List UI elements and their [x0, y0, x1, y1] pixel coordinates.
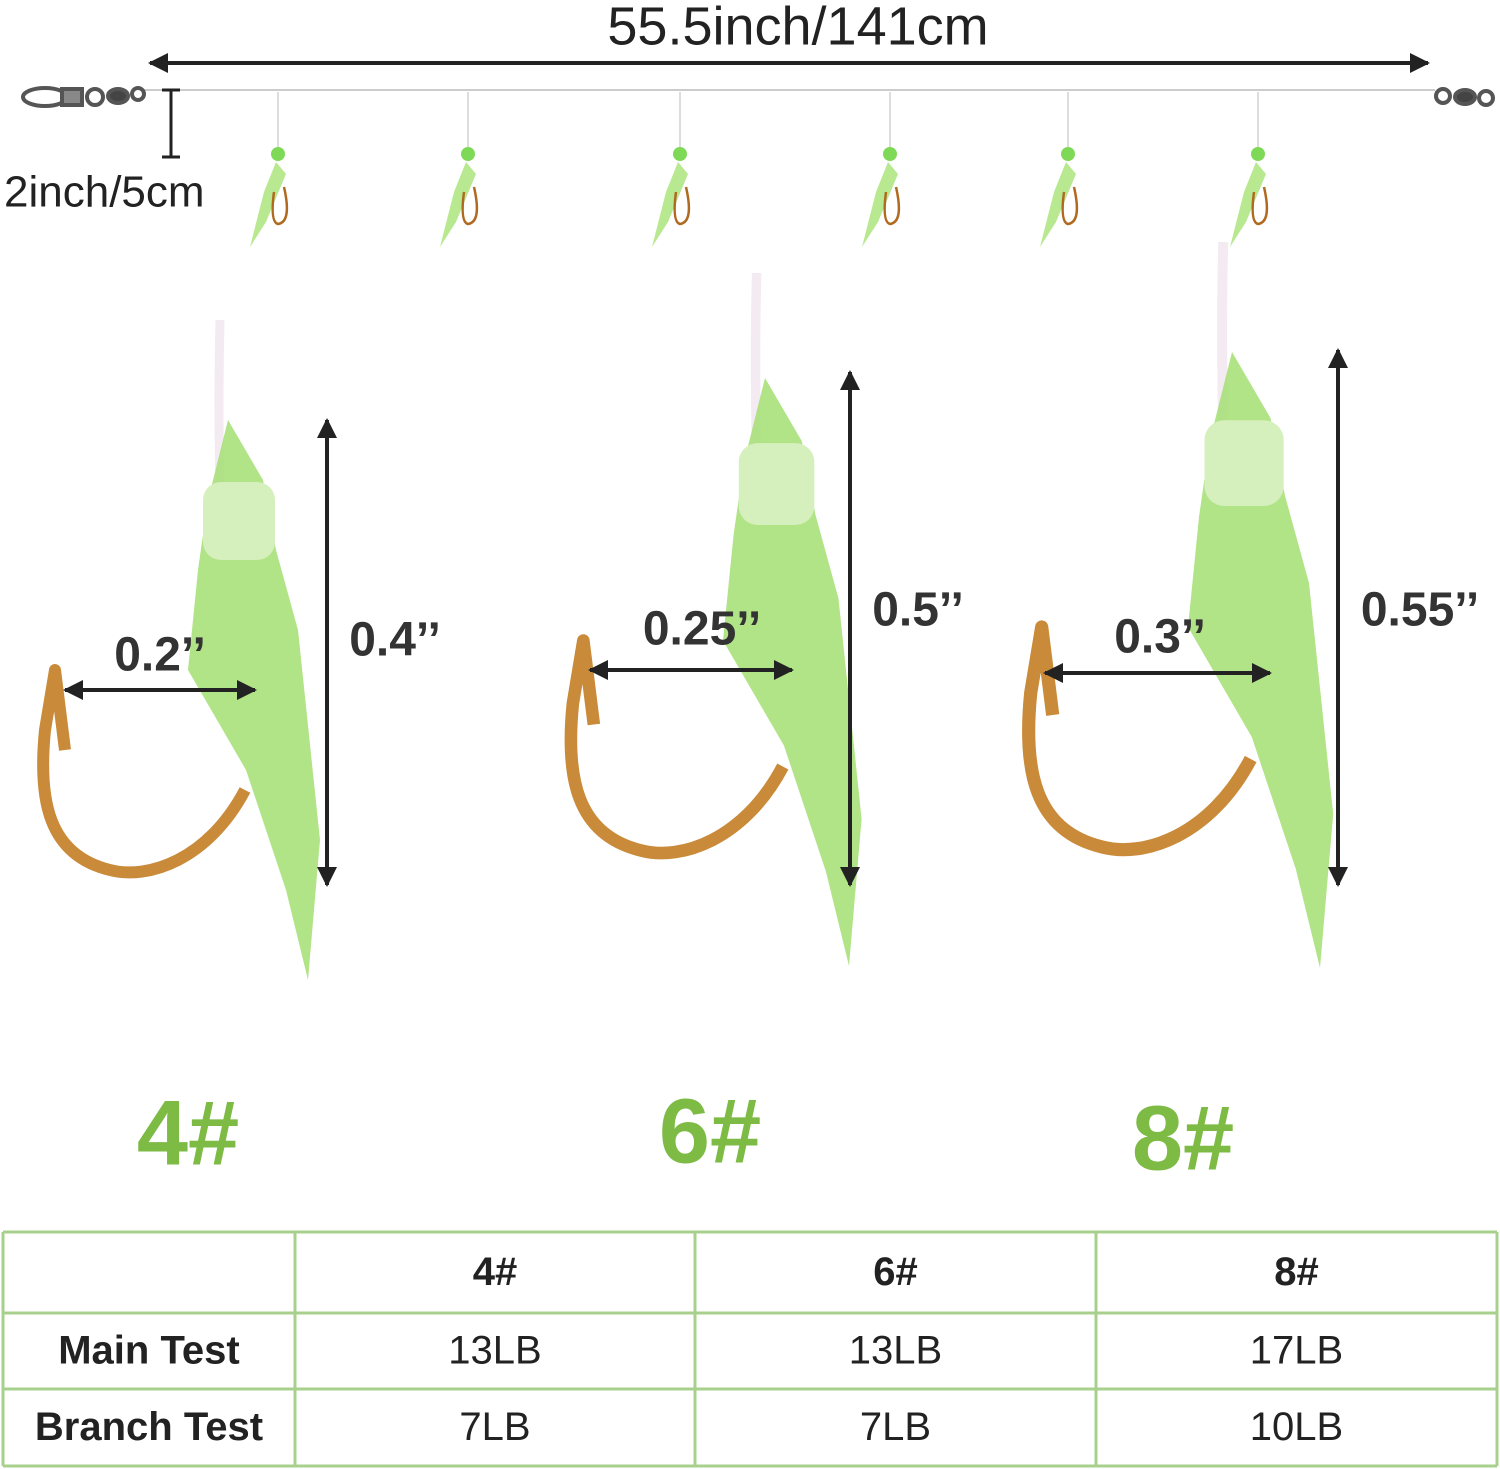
small-lure — [650, 90, 691, 249]
hook-size: 6# — [659, 1080, 761, 1182]
table-cell: 13LB — [849, 1329, 942, 1373]
table-cell: 7LB — [459, 1405, 530, 1449]
hook-size: 4# — [137, 1082, 239, 1184]
branch-length: 2inch/5cm — [4, 168, 205, 217]
small-lure — [438, 90, 479, 249]
table-cell: 10LB — [1250, 1405, 1343, 1449]
width-label: 0.25’’ — [643, 603, 761, 656]
small-lure — [1228, 90, 1269, 249]
height-label: 0.5’’ — [872, 584, 964, 637]
row-label: Branch Test — [35, 1405, 263, 1449]
left-swivel — [21, 86, 146, 108]
height-label: 0.4’’ — [349, 614, 441, 667]
rig-length: 55.5inch/141cm — [607, 0, 988, 56]
column-header: 8# — [1274, 1250, 1319, 1294]
small-lure — [1038, 90, 1079, 249]
height-label: 0.55’’ — [1361, 584, 1479, 637]
small-lure — [248, 90, 289, 249]
table-cell: 13LB — [448, 1329, 541, 1373]
branch-bracket — [162, 88, 180, 159]
hook-size: 8# — [1132, 1087, 1234, 1189]
spec-table: 4# 6# 8# Main Test 13LB 13LB 17LB Branch Test 7L… — [1, 1230, 1499, 1468]
row-label: Main Test — [58, 1329, 240, 1373]
width-label: 0.3’’ — [1114, 611, 1206, 664]
width-label: 0.2’’ — [114, 629, 206, 682]
table-cell: 17LB — [1250, 1329, 1343, 1373]
column-header: 4# — [473, 1250, 518, 1294]
lure-illustration — [1029, 242, 1334, 968]
column-header: 6# — [873, 1250, 918, 1294]
table-cell: 7LB — [860, 1405, 931, 1449]
right-swivel — [1434, 87, 1495, 107]
small-lure — [860, 90, 901, 249]
